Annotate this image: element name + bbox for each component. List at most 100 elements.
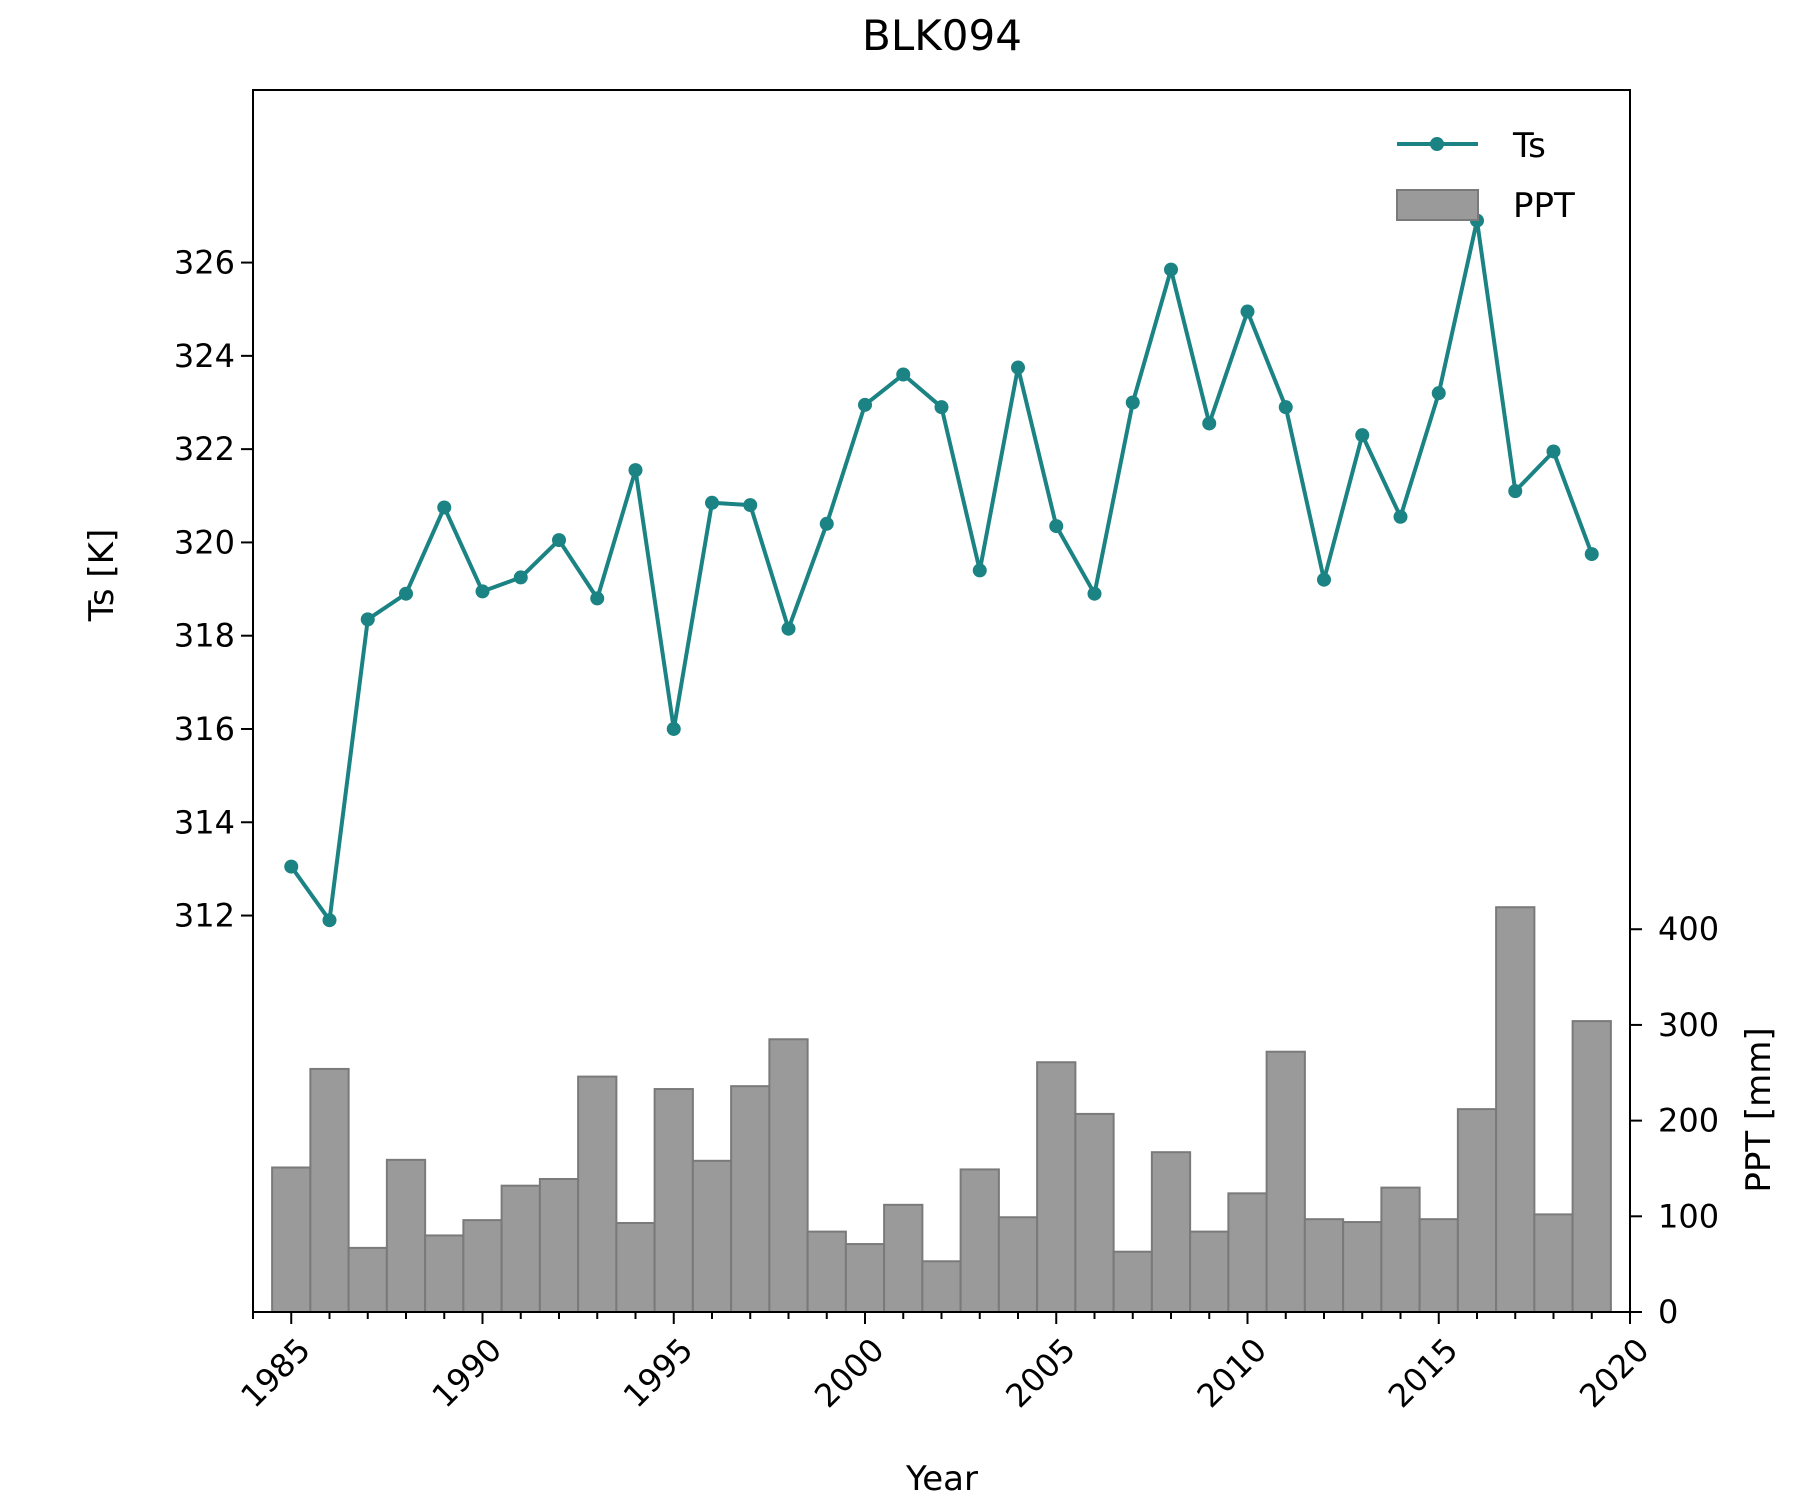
ppt-bar xyxy=(768,1038,809,1314)
y-left-tick-label: 322 xyxy=(174,430,235,468)
ppt-bar xyxy=(1189,1230,1230,1313)
ts-point xyxy=(475,584,490,599)
ppt-bar xyxy=(1571,1020,1612,1313)
y-right-tick-label: 300 xyxy=(1658,1006,1719,1044)
ts-point xyxy=(666,721,681,736)
ts-point xyxy=(1393,509,1408,524)
ts-point xyxy=(896,367,911,382)
ts-point xyxy=(399,586,413,601)
legend: Ts PPT xyxy=(1396,126,1575,226)
ppt-bar xyxy=(1456,1108,1498,1313)
ts-point xyxy=(284,859,299,874)
ts-point xyxy=(1164,262,1178,277)
x-axis: 1985 1990 1995 2000 2005 2010 2015 2020 xyxy=(233,1312,1656,1415)
ppt-bar xyxy=(1265,1050,1306,1313)
ts-point xyxy=(590,591,605,606)
y-right-tick-label: 0 xyxy=(1658,1293,1678,1331)
y-right-tick-label: 400 xyxy=(1658,910,1719,948)
ppt-bar xyxy=(1533,1213,1574,1313)
ppt-bar xyxy=(385,1158,427,1313)
ts-point xyxy=(1087,586,1102,601)
ts-point xyxy=(1240,304,1255,319)
ppt-bar xyxy=(424,1234,465,1313)
ppt-bar xyxy=(959,1168,1000,1313)
ts-point xyxy=(360,612,375,627)
ppt-bar xyxy=(538,1177,580,1313)
ts-point xyxy=(934,400,949,415)
y-axis-left-label: Ts [K] xyxy=(82,529,122,623)
ts-point xyxy=(437,500,452,515)
ts-point xyxy=(1202,416,1217,431)
ppt-bar xyxy=(1495,906,1536,1314)
y-left-tick-label: 316 xyxy=(174,710,235,748)
ppt-bar xyxy=(1150,1151,1192,1313)
ppt-bar xyxy=(1380,1186,1421,1314)
ppt-bar xyxy=(691,1159,733,1314)
ts-point xyxy=(705,495,719,510)
ts-point xyxy=(1546,444,1561,459)
y-right-tick-label: 200 xyxy=(1658,1102,1719,1140)
legend-ppt-label: PPT xyxy=(1513,186,1575,226)
ppt-bar xyxy=(806,1230,847,1313)
ppt-bar xyxy=(1303,1218,1345,1313)
ppt-bar xyxy=(997,1216,1039,1314)
ts-point xyxy=(1584,547,1599,562)
ts-point xyxy=(1125,395,1140,410)
ppt-bar xyxy=(653,1088,694,1314)
ts-line xyxy=(289,218,1594,923)
y-left-tick-label: 324 xyxy=(174,337,235,375)
x-axis-label: Year xyxy=(905,1459,978,1499)
ts-point xyxy=(743,498,758,513)
ts-point xyxy=(1011,360,1025,375)
ppt-bar xyxy=(500,1184,541,1313)
ppt-bar xyxy=(615,1222,656,1314)
ppt-bar xyxy=(1342,1221,1383,1314)
chart-title: BLK094 xyxy=(862,11,1022,60)
ppt-bar xyxy=(271,1166,312,1314)
ts-point xyxy=(322,913,337,928)
ppt-bar xyxy=(921,1260,962,1314)
y-left-tick-label: 326 xyxy=(174,244,235,282)
y-left-tick-label: 318 xyxy=(174,617,235,655)
y-axis-right-label: PPT [mm] xyxy=(1739,1027,1779,1192)
ppt-bar xyxy=(883,1203,924,1314)
ts-point xyxy=(972,563,987,578)
ts-point xyxy=(858,397,872,412)
ppt-bar xyxy=(1112,1250,1153,1313)
ts-point xyxy=(628,463,643,478)
ppt-bar xyxy=(1036,1061,1077,1314)
ts-point xyxy=(1431,386,1446,401)
ts-point xyxy=(513,570,528,585)
ppt-bar xyxy=(1074,1112,1115,1313)
y-axis-right: 0 100 200 300 400 xyxy=(1630,910,1719,1331)
plot-frame xyxy=(252,89,1631,1313)
x-tick-label: 2005 xyxy=(998,1331,1082,1415)
x-tick-label: 1985 xyxy=(233,1331,317,1415)
ppt-bar xyxy=(1418,1218,1459,1313)
ppt-bar xyxy=(462,1219,503,1313)
ts-line-series xyxy=(284,213,1599,928)
y-right-tick-label: 100 xyxy=(1658,1197,1719,1235)
ts-point xyxy=(781,621,796,636)
ts-point xyxy=(819,516,834,531)
y-axis-left: 312 314 316 318 320 322 324 326 xyxy=(174,244,253,935)
ppt-bar xyxy=(577,1075,618,1313)
ppt-bar xyxy=(844,1243,886,1314)
ppt-bar xyxy=(347,1246,388,1313)
ts-point xyxy=(1278,400,1293,415)
ppt-bar xyxy=(730,1085,771,1313)
ppt-bars xyxy=(271,906,1612,1314)
ts-point xyxy=(1317,572,1331,587)
x-tick-label: 2000 xyxy=(807,1331,891,1415)
x-tick-label: 2015 xyxy=(1381,1331,1465,1415)
ts-point xyxy=(1355,428,1370,443)
ts-point xyxy=(1049,519,1064,534)
legend-ppt-swatch xyxy=(1396,189,1479,221)
ppt-bar xyxy=(309,1067,350,1313)
y-left-tick-label: 312 xyxy=(174,897,235,935)
legend-ts-label: Ts xyxy=(1512,126,1546,166)
ts-point xyxy=(1508,484,1523,499)
ts-point xyxy=(552,533,566,548)
x-tick-label: 1990 xyxy=(425,1331,509,1415)
